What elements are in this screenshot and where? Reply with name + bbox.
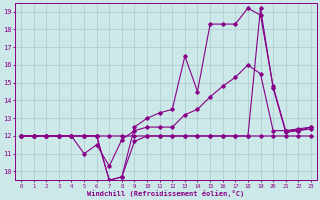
X-axis label: Windchill (Refroidissement éolien,°C): Windchill (Refroidissement éolien,°C) — [87, 190, 244, 197]
